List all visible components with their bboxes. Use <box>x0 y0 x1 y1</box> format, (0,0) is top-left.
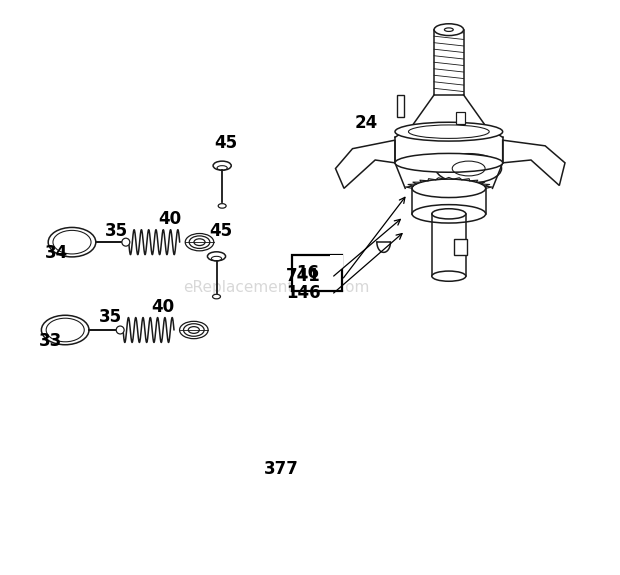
Text: 45: 45 <box>210 222 232 240</box>
Text: eReplacementParts.com: eReplacementParts.com <box>183 280 369 295</box>
Ellipse shape <box>445 28 453 32</box>
Ellipse shape <box>432 209 466 219</box>
Bar <box>434 30 464 95</box>
Text: 40: 40 <box>158 210 181 228</box>
Ellipse shape <box>213 161 231 170</box>
Text: 35: 35 <box>99 308 122 326</box>
Bar <box>330 255 343 269</box>
Ellipse shape <box>48 228 96 257</box>
Ellipse shape <box>42 315 89 345</box>
Bar <box>292 255 342 292</box>
Text: 16: 16 <box>296 264 319 282</box>
Text: 35: 35 <box>105 222 128 240</box>
Text: 33: 33 <box>39 332 62 350</box>
Bar <box>397 95 404 117</box>
Ellipse shape <box>412 179 485 198</box>
Text: 40: 40 <box>151 298 174 316</box>
Text: 741: 741 <box>286 267 321 285</box>
Text: 45: 45 <box>215 134 237 152</box>
Polygon shape <box>335 140 395 189</box>
Ellipse shape <box>395 122 503 141</box>
Ellipse shape <box>218 204 226 208</box>
Ellipse shape <box>208 252 226 261</box>
Ellipse shape <box>412 205 485 223</box>
Ellipse shape <box>434 24 464 36</box>
Text: 377: 377 <box>264 460 299 478</box>
Bar <box>456 112 465 124</box>
Circle shape <box>116 326 124 334</box>
Bar <box>454 239 467 255</box>
Ellipse shape <box>213 294 221 299</box>
Polygon shape <box>503 140 565 186</box>
Ellipse shape <box>395 154 503 172</box>
Ellipse shape <box>432 271 466 281</box>
Circle shape <box>122 238 130 246</box>
Ellipse shape <box>436 154 502 183</box>
Text: 34: 34 <box>45 244 68 263</box>
Text: 146: 146 <box>286 284 321 302</box>
Text: 24: 24 <box>355 114 378 132</box>
